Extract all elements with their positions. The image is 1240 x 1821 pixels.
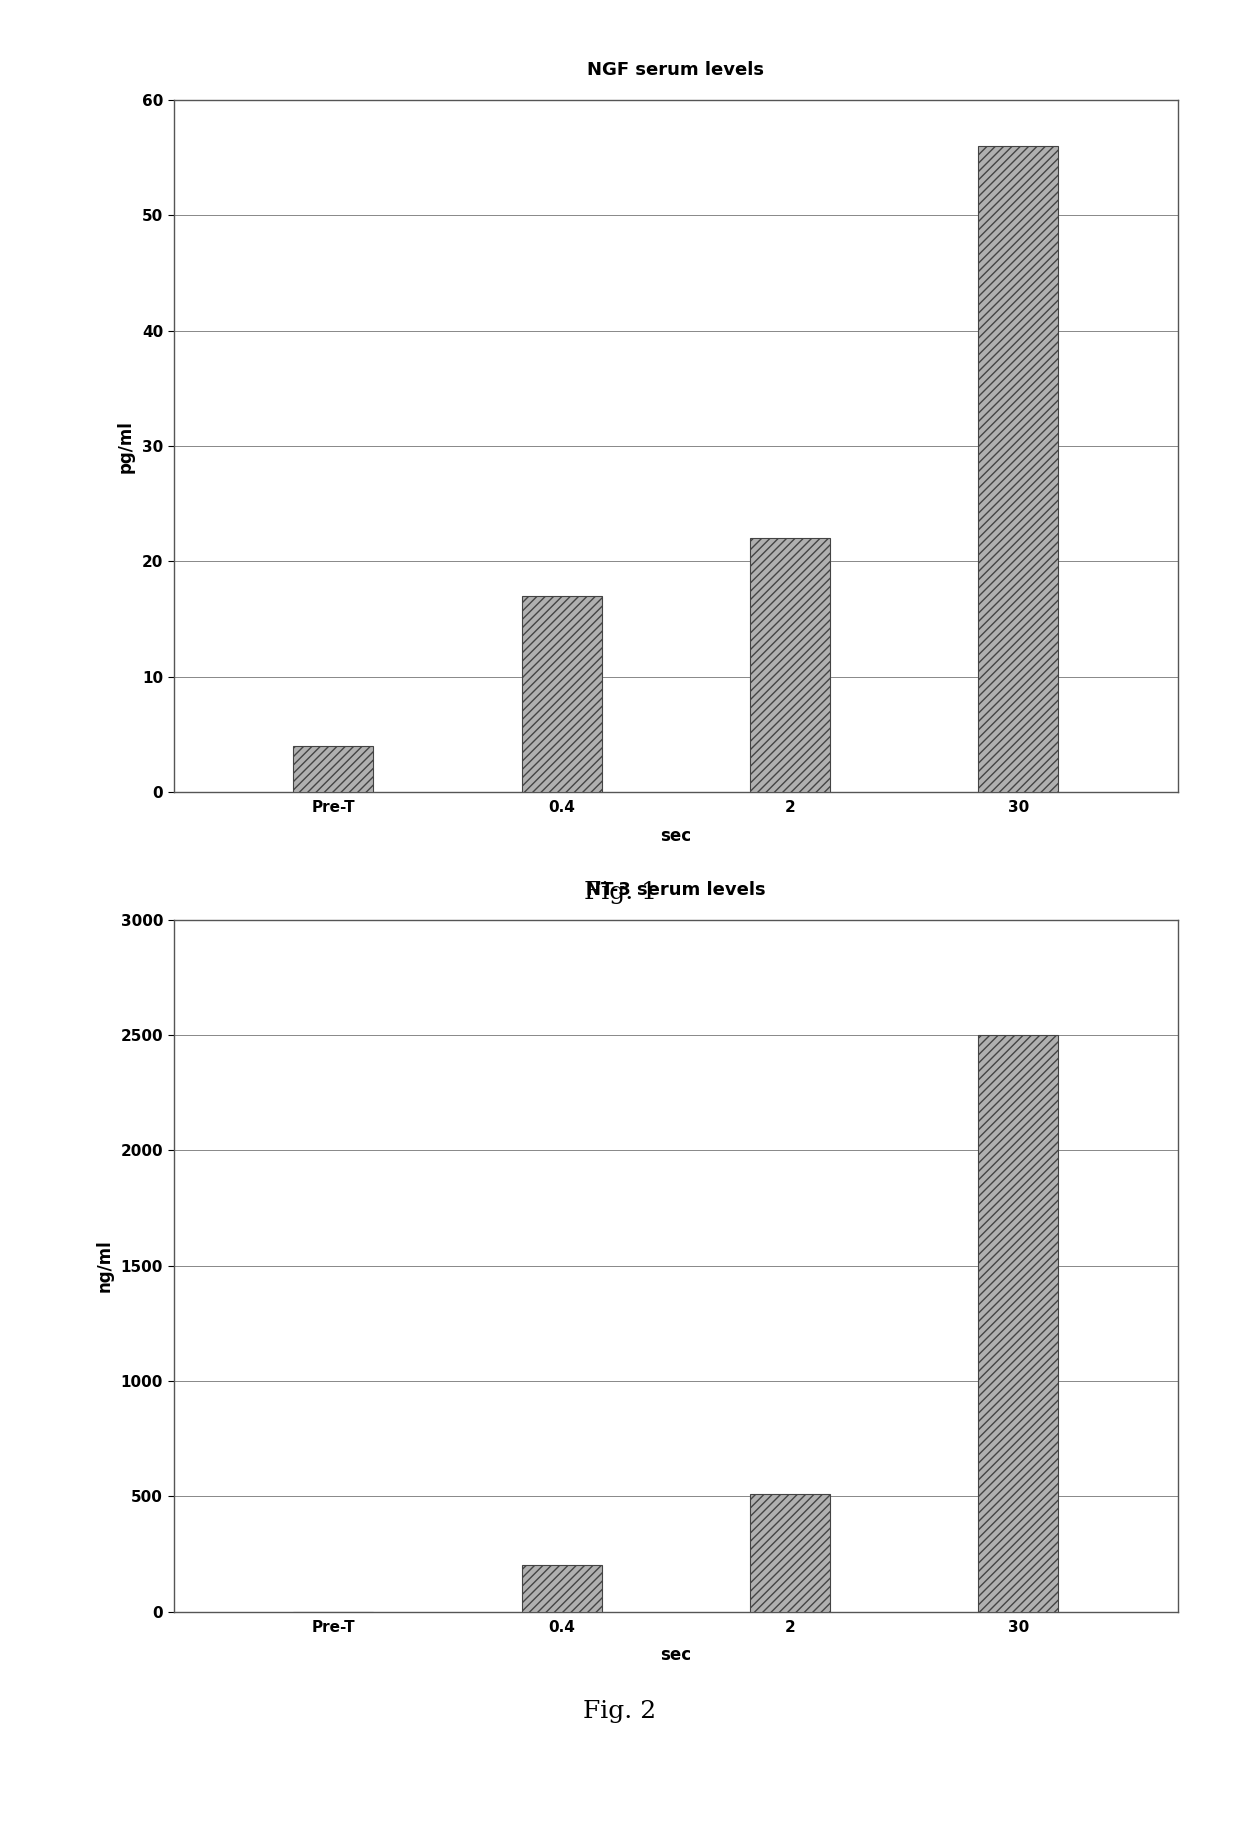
Title: NT-3 serum levels: NT-3 serum levels: [587, 881, 765, 898]
Bar: [294, 747, 373, 792]
X-axis label: sec: sec: [660, 1646, 692, 1664]
X-axis label: sec: sec: [660, 827, 692, 845]
Bar: [522, 1566, 601, 1612]
Bar: [750, 539, 830, 792]
Bar: [750, 1493, 830, 1612]
Title: NGF serum levels: NGF serum levels: [588, 62, 764, 78]
Text: Fig. 1: Fig. 1: [584, 881, 656, 903]
Bar: [978, 146, 1058, 792]
Y-axis label: ng/ml: ng/ml: [95, 1240, 114, 1291]
Text: Fig. 2: Fig. 2: [584, 1701, 656, 1723]
Y-axis label: pg/ml: pg/ml: [117, 419, 135, 473]
Bar: [978, 1034, 1058, 1612]
Bar: [522, 595, 601, 792]
